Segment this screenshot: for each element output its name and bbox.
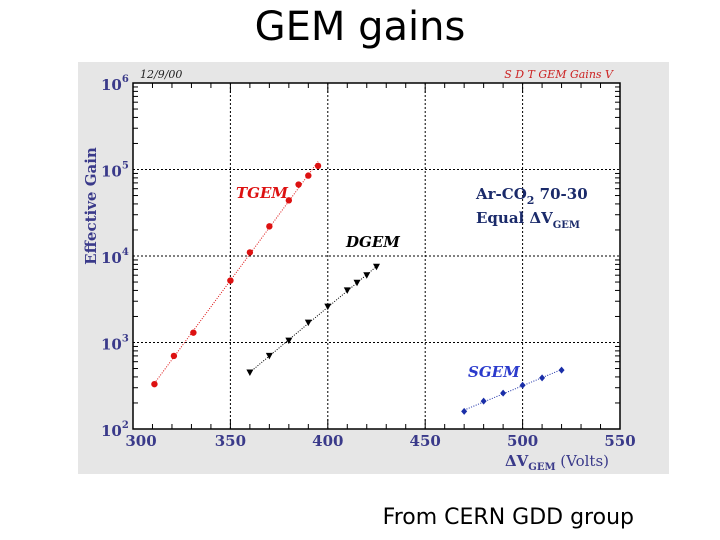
data-point [519,381,526,389]
data-point [285,337,293,345]
y-axis-label: Effective Gain [82,147,100,265]
data-point [363,272,371,279]
series-label: DGEM [345,233,400,251]
data-point [539,374,546,382]
data-point [227,277,234,284]
plot-frame [132,82,621,430]
data-point [343,287,351,294]
x-tick-label: 450 [410,432,441,450]
series-sgem: SGEM [461,363,565,415]
data-point [305,172,312,179]
data-point [170,352,178,360]
series-label: SGEM [468,363,520,381]
fit-line [154,161,319,384]
y-tick-label: 103 [101,334,129,354]
data-point [295,181,302,188]
source-caption: From CERN GDD group [382,505,634,530]
data-point [246,249,254,256]
data-point [480,397,487,405]
data-point [461,407,468,415]
x-tick-label: 550 [604,432,635,450]
data-point [558,366,565,374]
data-point [151,380,158,388]
x-tick-label: 400 [312,432,343,450]
gain-chart: 300 350 400 450 500 550 102 103 104 105 106 Effecti… [82,68,636,473]
fit-line [463,369,562,411]
series-dgem: DGEM [246,233,400,376]
date-label: 12/9/00 [140,68,182,81]
corner-label: S D T GEM Gains V [504,68,614,81]
data-point [265,352,273,360]
y-tick-label: 105 [101,161,129,181]
x-tick-label: 350 [215,432,246,450]
data-point [314,162,322,170]
data-point [190,329,197,336]
series-label: TGEM [236,184,288,202]
chart-panel: 300 350 400 450 500 550 102 103 104 105 106 Effecti… [78,62,669,474]
y-tick-label: 106 [101,74,129,94]
y-tick-label: 102 [101,420,129,440]
series-tgem: TGEM [151,161,322,388]
x-tick-label: 500 [507,432,538,450]
data-point [285,197,293,204]
slide-title: GEM gains [254,4,466,50]
data-point [324,303,332,311]
voltage-annotation: Equal ΔVGEM [476,209,580,231]
gas-annotation: Ar-CO2 70-30 [475,185,588,207]
x-axis-label: ΔVGEM (Volts) [505,452,609,473]
data-point [353,279,361,287]
x-tick-label: 300 [125,432,156,450]
data-point [246,369,254,376]
data-point [500,389,507,397]
data-point [304,319,312,327]
data-point [373,263,380,271]
data-point [266,223,273,230]
y-tick-label: 104 [101,247,129,267]
